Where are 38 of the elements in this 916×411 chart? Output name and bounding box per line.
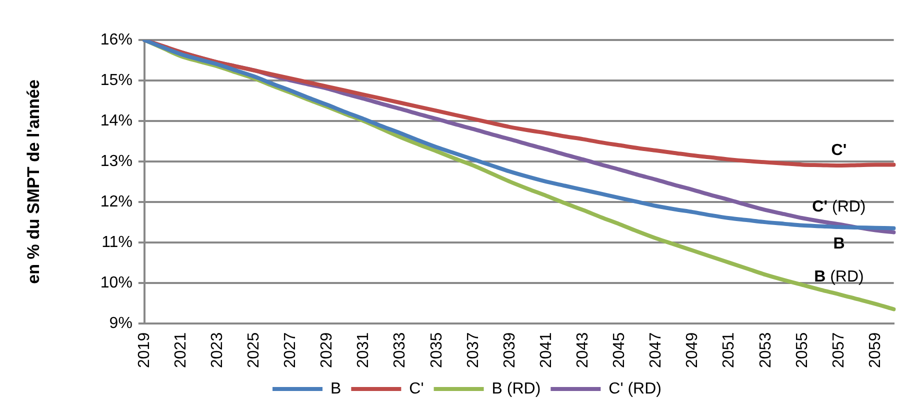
text: C' xyxy=(831,142,847,159)
x-tick-label: 2059 xyxy=(866,332,884,368)
y-tick-label: 11% xyxy=(102,234,132,251)
x-tick-label: 2045 xyxy=(611,332,628,368)
x-tick-label: 2041 xyxy=(538,332,555,368)
x-tick-label: 2019 xyxy=(136,332,153,368)
y-tick-label: 13% xyxy=(100,152,132,170)
x-tick-label: 2055 xyxy=(794,332,811,368)
x-tick-label: 2049 xyxy=(684,332,702,368)
text: B (RD) xyxy=(814,268,864,286)
y-axis-title: en % du SMPT de l'année xyxy=(24,80,43,284)
x-tick-label: 2051 xyxy=(720,332,738,368)
legend-label: C' (RD) xyxy=(608,380,662,398)
x-tick-label: 2027 xyxy=(282,332,300,368)
x-tick-label: 2037 xyxy=(464,332,482,368)
x-tick-label: 2035 xyxy=(428,332,446,368)
legend-label: B (RD) xyxy=(492,380,541,398)
text: B xyxy=(833,235,845,252)
y-tick-label: 12% xyxy=(100,193,132,210)
x-tick-label: 2047 xyxy=(648,332,665,368)
x-tick-label: 2031 xyxy=(355,332,372,368)
x-tick-label: 2033 xyxy=(392,332,409,368)
y-tick-label: 14% xyxy=(100,112,132,130)
text: C' (RD) xyxy=(812,198,866,216)
x-tick-label: 2053 xyxy=(757,332,774,368)
x-tick-label: 2057 xyxy=(830,332,848,368)
x-tick-label: 2043 xyxy=(574,332,592,368)
x-tick-label: 2021 xyxy=(172,332,190,368)
legend-label: C' xyxy=(409,380,424,398)
y-tick-label: 9% xyxy=(109,314,132,332)
legend-label: B xyxy=(330,380,342,398)
x-tick-label: 2023 xyxy=(208,332,226,368)
x-tick-label: 2039 xyxy=(501,332,518,368)
x-tick-label: 2025 xyxy=(245,332,262,368)
y-tick-label: 15% xyxy=(100,72,132,89)
x-tick-label: 2029 xyxy=(318,332,336,368)
y-tick-label: 10% xyxy=(100,274,132,292)
y-tick-label: 16% xyxy=(100,31,132,48)
